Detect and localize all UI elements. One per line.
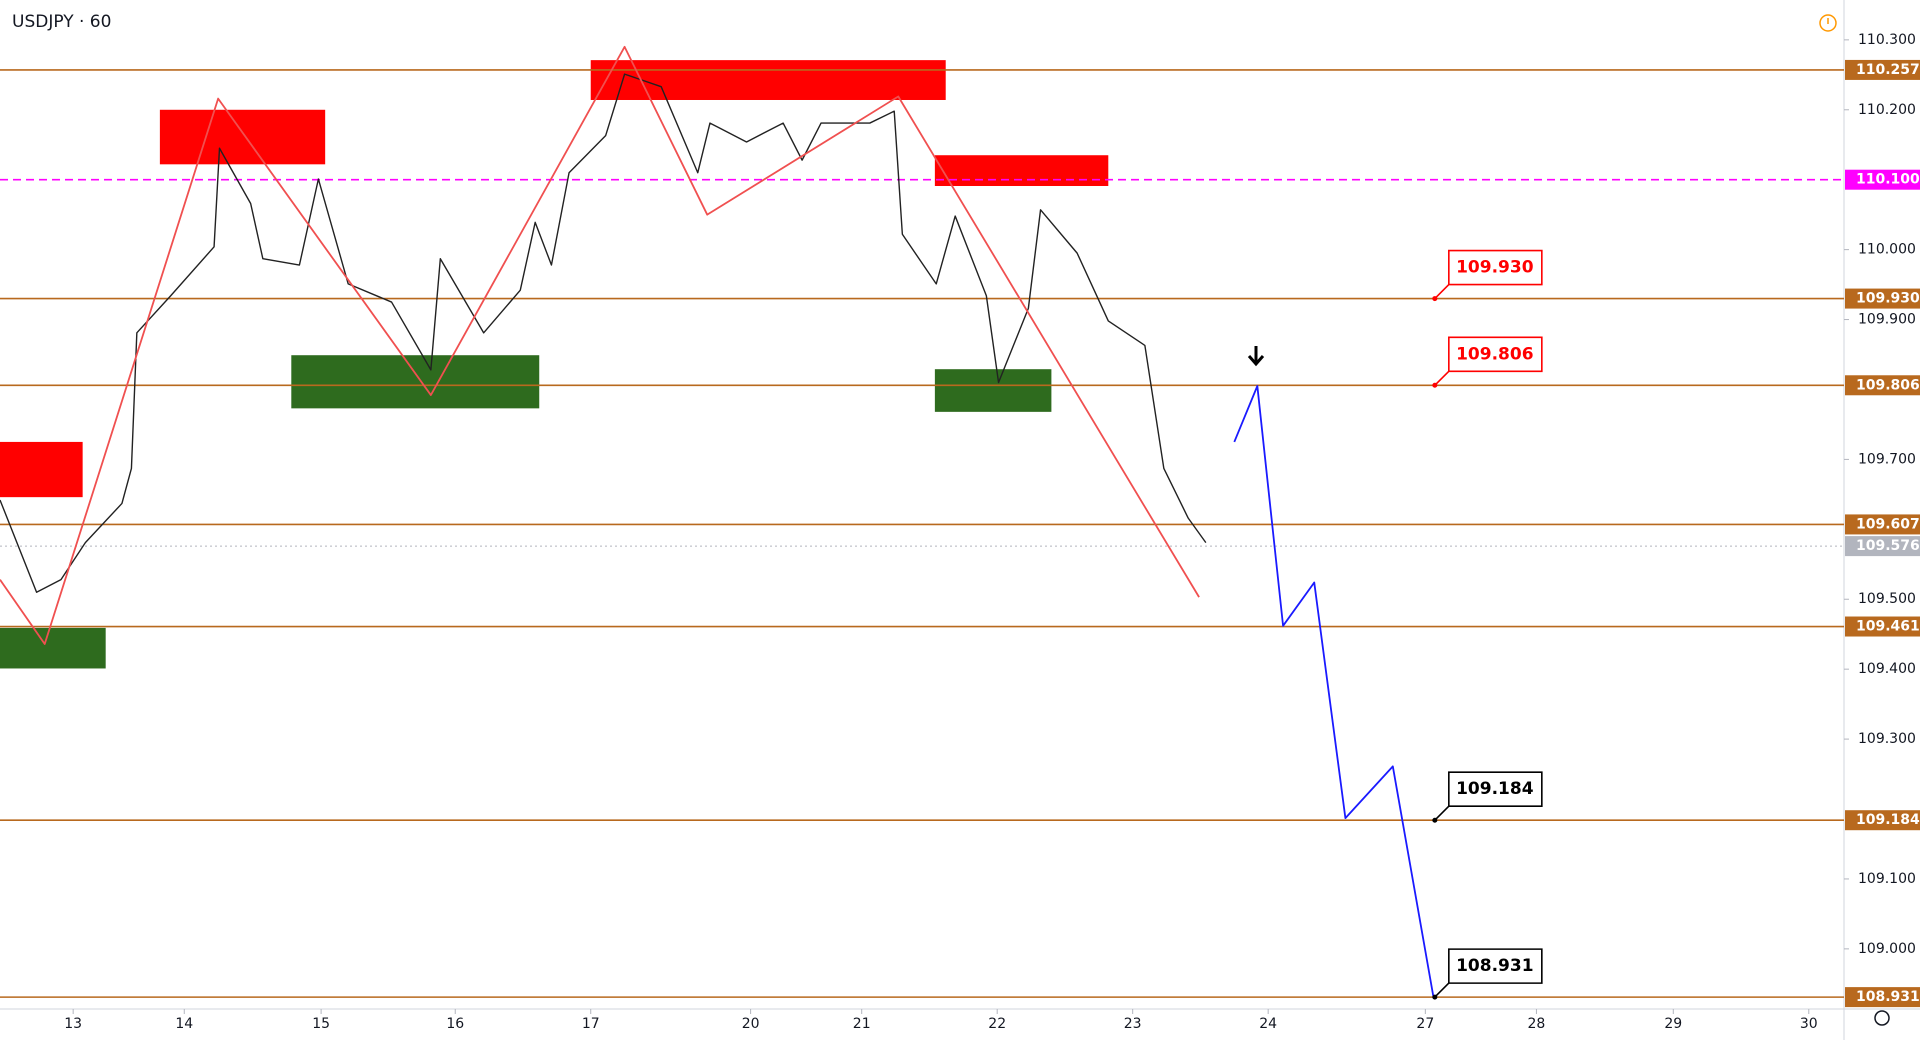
x-tick-label: 22 xyxy=(988,1016,1006,1032)
level-label: 109.184 xyxy=(1856,812,1920,828)
level-label: 110.257 xyxy=(1856,62,1920,78)
y-tick-label: 109.400 xyxy=(1858,661,1916,677)
zone xyxy=(0,627,106,669)
symbol-title: USDJPY · 60 xyxy=(12,12,111,32)
level-label-bg xyxy=(1845,514,1920,535)
zone xyxy=(590,60,946,100)
zone xyxy=(934,155,1109,186)
x-tick-label: 29 xyxy=(1664,1016,1682,1032)
x-tick-label: 16 xyxy=(446,1016,464,1032)
x-tick-label: 27 xyxy=(1416,1016,1434,1032)
y-tick-label: 109.000 xyxy=(1858,941,1916,957)
x-tick-label: 21 xyxy=(853,1016,871,1032)
level-label: 109.461 xyxy=(1856,619,1920,635)
level-label-bg xyxy=(1845,288,1920,309)
x-tick-label: 15 xyxy=(312,1016,330,1032)
callout-label: 109.930 xyxy=(1456,258,1534,278)
level-label: 110.100 xyxy=(1856,172,1920,188)
level-label-bg xyxy=(1845,810,1920,831)
plot-area: 109.930 109.806 109.184 108.931 xyxy=(0,45,1844,1000)
y-tick-label: 109.900 xyxy=(1858,312,1916,328)
level-label-bg xyxy=(1845,987,1920,1008)
down-arrow xyxy=(1247,346,1265,367)
callout-box xyxy=(1434,249,1543,300)
level-label: 109.607 xyxy=(1856,516,1920,532)
level-label: 109.930 xyxy=(1856,291,1920,307)
level-label-bg xyxy=(1845,375,1920,396)
level-label: 108.931 xyxy=(1856,989,1920,1005)
level-label: 109.806 xyxy=(1856,377,1920,393)
series-line xyxy=(1233,385,1435,998)
level-label-bg xyxy=(1845,536,1920,557)
level-label-bg xyxy=(1845,169,1920,190)
series-line xyxy=(0,45,1200,645)
zone xyxy=(0,441,83,498)
x-tick-label: 14 xyxy=(175,1016,193,1032)
level-label-bg xyxy=(1845,616,1920,637)
y-tick-label: 110.300 xyxy=(1858,32,1916,48)
x-tick-label: 13 xyxy=(64,1016,82,1032)
y-tick-label: 110.000 xyxy=(1858,242,1916,258)
zone xyxy=(291,355,540,409)
settings-icon[interactable] xyxy=(1874,1010,1890,1026)
x-tick-label: 24 xyxy=(1259,1016,1277,1032)
x-tick-label: 30 xyxy=(1800,1016,1818,1032)
zone xyxy=(934,369,1052,412)
x-tick-label: 17 xyxy=(582,1016,600,1032)
callout-box xyxy=(1434,771,1543,821)
x-tick-label: 28 xyxy=(1528,1016,1546,1032)
x-tick-label: 23 xyxy=(1124,1016,1142,1032)
y-tick-label: 110.200 xyxy=(1858,102,1916,118)
y-tick-label: 109.300 xyxy=(1858,731,1916,747)
level-label: 109.576 xyxy=(1856,538,1920,554)
y-tick-label: 109.100 xyxy=(1858,871,1916,887)
callout-label: 109.184 xyxy=(1456,779,1534,799)
callout-label: 108.931 xyxy=(1456,956,1533,976)
callout-box xyxy=(1434,336,1543,386)
x-tick-label: 20 xyxy=(742,1016,760,1032)
level-label-bg xyxy=(1845,59,1920,80)
y-tick-label: 109.700 xyxy=(1858,451,1916,467)
zone xyxy=(159,109,326,165)
callout-box xyxy=(1434,948,1543,998)
callout-label: 109.806 xyxy=(1456,344,1533,364)
series-line xyxy=(0,73,1207,593)
y-tick-label: 109.500 xyxy=(1858,591,1916,607)
warning-icon[interactable] xyxy=(1819,14,1837,32)
